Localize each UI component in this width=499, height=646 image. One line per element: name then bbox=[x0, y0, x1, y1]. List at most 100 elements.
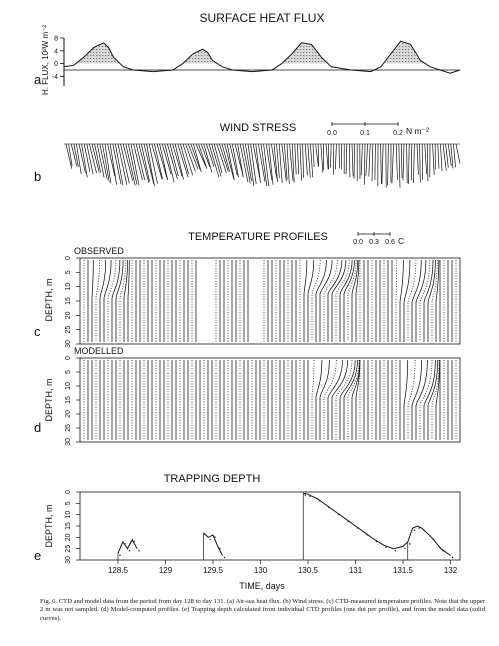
wind-stress-stick bbox=[109, 143, 117, 185]
temperature-profile bbox=[339, 359, 356, 440]
heat-flux-stipple bbox=[111, 61, 113, 63]
temperature-profile bbox=[119, 259, 127, 342]
wind-stress-stick bbox=[203, 143, 213, 173]
wind-stress-stick bbox=[432, 143, 435, 176]
heat-flux-stipple bbox=[99, 46, 101, 48]
heat-flux-stipple bbox=[108, 52, 110, 54]
wind-stress-stick bbox=[440, 143, 443, 172]
heat-flux-stipple bbox=[90, 52, 92, 54]
wind-stress-stick bbox=[307, 143, 311, 178]
wind-stress-stick bbox=[406, 143, 408, 184]
wind-stress-stick bbox=[395, 143, 398, 180]
heat-flux-stipple bbox=[402, 46, 404, 48]
wind-stress-stick bbox=[398, 143, 401, 188]
temperature-profile bbox=[399, 259, 404, 342]
wind-stress-stick bbox=[91, 143, 100, 173]
heat-flux-stipple bbox=[303, 58, 305, 60]
heat-flux-positive-area bbox=[420, 60, 431, 64]
heat-flux-stipple bbox=[390, 61, 392, 63]
wind-stress-stick bbox=[94, 143, 102, 173]
heat-flux-positive-area bbox=[390, 41, 401, 64]
temperature-profile bbox=[331, 359, 349, 440]
modelled-ylabel: DEPTH, m bbox=[44, 378, 54, 421]
wind-stress-stick bbox=[216, 143, 227, 174]
wind-stress-stick bbox=[365, 143, 368, 176]
heat-flux-stipple bbox=[393, 61, 395, 63]
heat-flux-ylabel: H. FLUX, 10²W m⁻² bbox=[41, 25, 50, 95]
wind-stress-stick bbox=[349, 143, 351, 178]
depth-tick-label: 5 bbox=[65, 270, 72, 274]
wind-stress-stick bbox=[102, 143, 110, 182]
heat-flux-stipple bbox=[405, 46, 407, 48]
heat-flux-stipple bbox=[192, 61, 194, 63]
wind-stress-stick bbox=[335, 143, 337, 170]
wind-stress-stick bbox=[185, 143, 196, 172]
temperature-profile bbox=[423, 259, 434, 342]
trapping-dot bbox=[204, 534, 207, 536]
wind-stress-stick bbox=[206, 143, 215, 167]
trapping-dot bbox=[442, 550, 444, 552]
heat-flux-stipple bbox=[108, 58, 110, 60]
heat-flux-stipple bbox=[297, 55, 299, 57]
heat-flux-stipple bbox=[405, 61, 407, 63]
trapping-xlabel: TIME, days bbox=[239, 581, 285, 591]
wind-stress-stick bbox=[345, 143, 348, 175]
trapping-dot bbox=[209, 538, 211, 540]
trapping-dot bbox=[404, 547, 406, 550]
wind-stress-stick bbox=[122, 143, 134, 181]
heat-flux-stipple bbox=[207, 55, 209, 57]
heat-flux-stipple bbox=[201, 55, 203, 57]
wind-stress-stick bbox=[182, 143, 194, 176]
heat-flux-stipple bbox=[84, 61, 86, 63]
heat-flux-stipple bbox=[309, 58, 311, 60]
wind-stress-stick bbox=[368, 143, 371, 177]
heat-flux-positive-area bbox=[380, 54, 391, 64]
heat-flux-stipple bbox=[210, 61, 212, 63]
heat-flux-stipple bbox=[396, 49, 398, 51]
heat-flux-stipple bbox=[405, 55, 407, 57]
depth-tick-label: 15 bbox=[65, 297, 72, 305]
wind-stress-stick bbox=[380, 143, 382, 184]
heat-flux-stipple bbox=[198, 61, 200, 63]
heat-flux-stipple bbox=[408, 52, 410, 54]
wind-stress-stick bbox=[338, 143, 340, 169]
wind-stress-stick bbox=[252, 143, 261, 180]
trapping-ylabel: DEPTH, m bbox=[44, 504, 54, 547]
wind-stress-stick bbox=[273, 143, 278, 183]
depth-tick-label: 15 bbox=[65, 396, 72, 404]
trapping-frame bbox=[79, 491, 461, 561]
heat-flux-stipple bbox=[306, 58, 308, 60]
temperature-profile bbox=[347, 259, 357, 342]
heat-flux-stipple bbox=[204, 61, 206, 63]
wind-stress-stick bbox=[135, 143, 146, 181]
wind-stress-stick bbox=[310, 143, 314, 178]
depth-tick-label: 0 bbox=[65, 490, 72, 494]
temperature-profile bbox=[103, 259, 112, 342]
heat-flux-stipple bbox=[189, 58, 191, 60]
wind-stress-stick bbox=[174, 143, 184, 180]
heat-flux-stipple bbox=[96, 52, 98, 54]
heat-flux-stipple bbox=[300, 52, 302, 54]
heat-flux-stipple bbox=[411, 49, 413, 51]
panel-letter-d: d bbox=[34, 420, 41, 435]
temperature-profile bbox=[115, 259, 124, 342]
wind-stress-stick bbox=[424, 143, 427, 175]
wind-stress-stick bbox=[265, 143, 273, 181]
temperature-profile bbox=[415, 259, 427, 342]
heat-flux-stipple bbox=[102, 49, 104, 51]
heat-flux-panel: SURFACE HEAT FLUX a H. FLUX, 10²W m⁻² 8 4… bbox=[34, 11, 461, 95]
temperature-profile bbox=[403, 359, 409, 440]
heat-flux-stipple bbox=[285, 61, 287, 63]
modelled-panel: MODELLED d DEPTH, m 0 5 10 15 20 25 30 bbox=[34, 346, 461, 446]
wind-stress-stick bbox=[299, 143, 302, 181]
heat-flux-stipple bbox=[393, 58, 395, 60]
temperature-profile bbox=[339, 259, 353, 342]
wind-stress-stick bbox=[391, 143, 394, 184]
heat-flux-positive-area bbox=[301, 42, 312, 64]
modelled-profiles bbox=[83, 359, 457, 440]
trapping-xtick-label: 128.5 bbox=[108, 566, 129, 575]
heat-flux-stipple bbox=[114, 61, 116, 63]
trapping-xtick-label: 129 bbox=[159, 566, 173, 575]
heat-flux-positive-area bbox=[108, 47, 114, 64]
wind-stress-stick bbox=[363, 143, 366, 185]
